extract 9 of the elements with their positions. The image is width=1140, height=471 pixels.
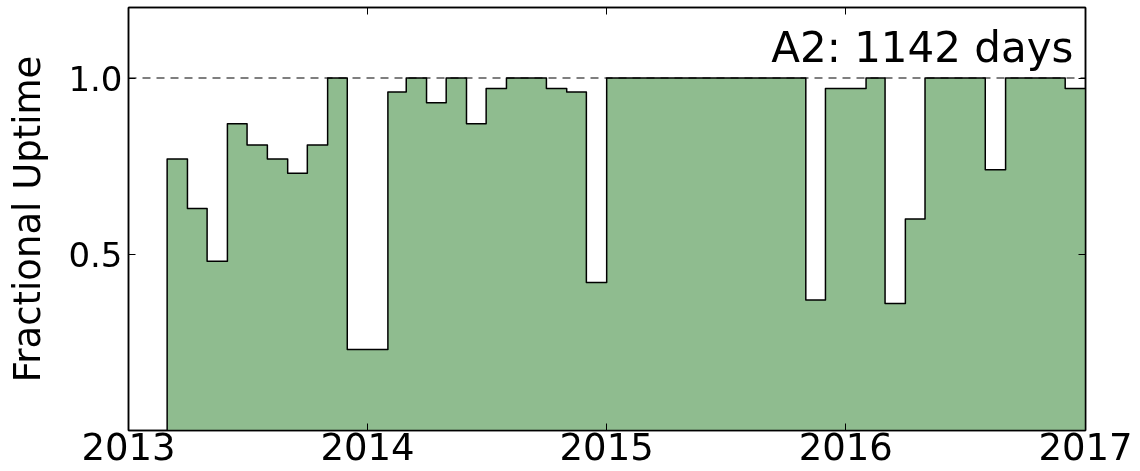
y-tick-label: 1.0 (68, 58, 123, 99)
x-tick-label: 2016 (798, 425, 893, 469)
x-tick-label: 2014 (320, 425, 415, 469)
y-axis-title: Fractional Uptime (6, 55, 50, 383)
x-tick-label: 2013 (81, 425, 176, 469)
x-tick-label: 2017 (1038, 425, 1133, 469)
annotation: A2: 1142 days (771, 22, 1074, 72)
y-tick-label: 0.5 (68, 234, 123, 275)
x-tick-label: 2015 (559, 425, 654, 469)
